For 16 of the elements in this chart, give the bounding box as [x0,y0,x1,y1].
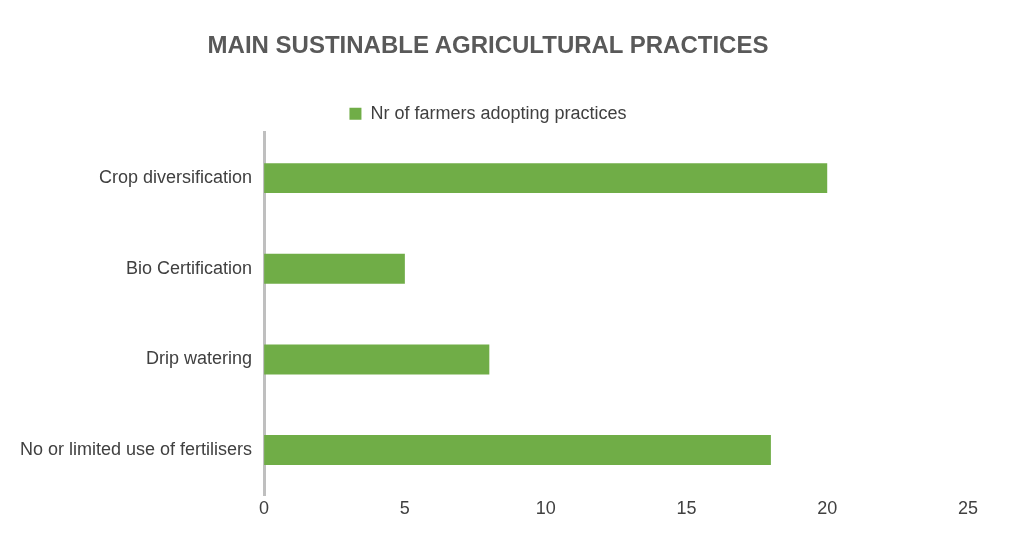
x-tick-label: 15 [676,498,697,519]
bar [264,344,490,375]
y-tick-label: Bio Certification [126,257,253,278]
y-tick-label: No or limited use of fertilisers [20,439,253,460]
bar [264,253,405,284]
x-tick-label: 5 [399,498,410,519]
bar [264,435,771,466]
bar [264,163,828,194]
legend-label: Nr of farmers adopting practices [370,102,627,123]
y-tick-label: Crop diversification [99,167,253,188]
chart-title: MAIN SUSTINABLE AGRICULTURAL PRACTICES [207,31,769,59]
x-tick-label: 10 [535,498,556,519]
y-tick-label: Drip watering [146,348,253,369]
x-tick-label: 25 [957,498,979,519]
x-tick-label: 20 [817,498,838,519]
x-tick-label: 0 [259,498,270,519]
